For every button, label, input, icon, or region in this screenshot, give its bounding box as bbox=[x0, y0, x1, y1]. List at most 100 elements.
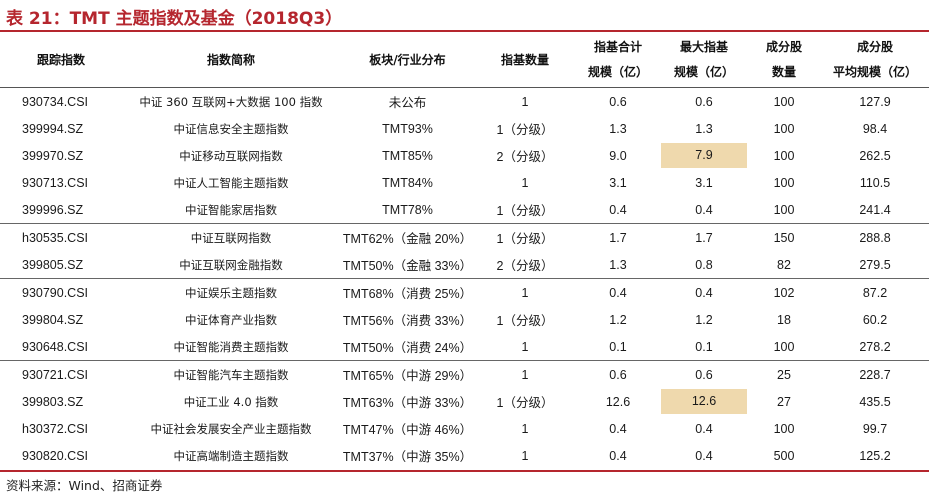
index-fund-table: 跟踪指数 指数简称 板块/行业分布 指基数量 指基合计 规模（亿） 最大指基 规模（… bbox=[0, 33, 929, 469]
cell-index-code: 930721.CSI bbox=[22, 367, 89, 382]
cell-sector: TMT56%（消费 33%） bbox=[342, 314, 473, 328]
cell-max-size: 0.4 bbox=[695, 285, 713, 300]
cell-max-size: 0.4 bbox=[661, 196, 747, 224]
cell-max-size: 0.4 bbox=[695, 421, 713, 436]
cell-sector: TMT62%（金融 20%） bbox=[342, 232, 473, 246]
cell-constituent-count: 25 bbox=[777, 367, 791, 382]
cell-max-size: 3.1 bbox=[695, 175, 713, 190]
cell-total-size: 1.3 bbox=[575, 251, 661, 279]
cell-max-size: 0.1 bbox=[661, 333, 747, 361]
cell-sector: TMT50%（金融 33%） bbox=[340, 251, 475, 279]
cell-total-size: 0.1 bbox=[575, 333, 661, 361]
cell-index-name: 中证体育产业指数 bbox=[185, 312, 277, 327]
cell-fund-count: 2（分级） bbox=[496, 150, 554, 164]
cell-constituent-count: 150 bbox=[773, 230, 795, 245]
cell-index-name: 中证智能消费主题指数 bbox=[122, 333, 340, 361]
cell-index-code: 399996.SZ bbox=[0, 196, 122, 224]
cell-avg-cap: 228.7 bbox=[859, 367, 891, 382]
cell-sector: TMT50%（消费 24%） bbox=[340, 333, 475, 361]
cell-index-name: 中证智能汽车主题指数 bbox=[173, 367, 289, 382]
cell-max-size: 0.6 bbox=[695, 367, 713, 382]
table-row: 399805.SZ 中证互联网金融指数 TMT50%（金融 33%） 2（分级） 1.3… bbox=[0, 251, 929, 279]
cell-max-size: 0.4 bbox=[695, 448, 713, 463]
cell-sector: TMT84% bbox=[382, 175, 433, 190]
cell-fund-count: 1 bbox=[521, 448, 529, 463]
cell-sector: TMT93% bbox=[382, 121, 433, 136]
table-row: 399803.SZ 中证工业 4.0 指数 TMT63%（中游 33%） 1（分级） 1… bbox=[0, 388, 929, 415]
cell-sector: TMT68%（消费 25%） bbox=[342, 287, 473, 301]
cell-index-code: 399804.SZ bbox=[22, 312, 84, 327]
cell-total-size: 0.4 bbox=[609, 448, 627, 463]
cell-index-code: 399803.SZ bbox=[22, 394, 84, 409]
cell-avg-cap: 110.5 bbox=[859, 175, 891, 190]
cell-index-name: 中证人工智能主题指数 bbox=[173, 175, 289, 190]
table-row: 930713.CSI 中证人工智能主题指数 TMT84% 1 3.1 3.1 100 110.… bbox=[0, 169, 929, 196]
cell-max-size: 1.7 bbox=[695, 230, 713, 245]
cell-index-name: 中证高端制造主题指数 bbox=[173, 448, 289, 463]
cell-index-name: 中证娱乐主题指数 bbox=[185, 285, 277, 300]
table-row: 930721.CSI 中证智能汽车主题指数 TMT65%（中游 29%） 1 0.6 0.… bbox=[0, 361, 929, 389]
cell-avg-cap: 241.4 bbox=[821, 196, 929, 224]
source-note: 资料来源：Wind、招商证券 bbox=[6, 478, 163, 493]
cell-avg-cap: 279.5 bbox=[821, 251, 929, 279]
header-constituent-count: 成分股 数量 bbox=[765, 40, 802, 79]
cell-max-size: 12.6 bbox=[661, 388, 747, 415]
cell-fund-count: 2（分级） bbox=[475, 251, 575, 279]
cell-avg-cap: 278.2 bbox=[821, 333, 929, 361]
cell-sector: TMT37%（中游 35%） bbox=[342, 450, 473, 464]
cell-total-size: 0.6 bbox=[609, 94, 627, 109]
cell-index-name: 中证信息安全主题指数 bbox=[173, 121, 289, 136]
cell-avg-cap: 288.8 bbox=[859, 230, 891, 245]
cell-total-size: 0.6 bbox=[609, 367, 627, 382]
table-row: 930820.CSI 中证高端制造主题指数 TMT37%（中游 35%） 1 0.4 0.… bbox=[0, 442, 929, 469]
header-name: 指数简称 bbox=[206, 52, 255, 67]
cell-constituent-count: 100 bbox=[773, 148, 795, 163]
cell-fund-count: 1（分级） bbox=[496, 123, 554, 137]
cell-fund-count: 1 bbox=[521, 175, 529, 190]
cell-fund-count: 1（分级） bbox=[496, 232, 554, 246]
table-row: 399996.SZ 中证智能家居指数 TMT78% 1（分级） 0.4 0.4 100 241… bbox=[0, 196, 929, 224]
highlighted-value: 7.9 bbox=[661, 143, 747, 168]
cell-total-size: 0.4 bbox=[609, 285, 627, 300]
cell-fund-count: 1 bbox=[521, 421, 529, 436]
cell-index-code: 930713.CSI bbox=[22, 175, 89, 190]
header-fund-count: 指基数量 bbox=[500, 52, 549, 67]
cell-avg-cap: 60.2 bbox=[862, 312, 888, 327]
table-row: 930734.CSI 中证 360 互联网+大数据 100 指数 未公布 1 0.6 0.… bbox=[0, 88, 929, 116]
cell-sector: TMT85% bbox=[382, 148, 433, 163]
cell-avg-cap: 262.5 bbox=[859, 148, 891, 163]
cell-avg-cap: 98.4 bbox=[862, 121, 888, 136]
cell-constituent-count: 18 bbox=[777, 312, 791, 327]
cell-constituent-count: 100 bbox=[773, 94, 795, 109]
cell-fund-count: 1 bbox=[521, 367, 529, 382]
cell-constituent-count: 27 bbox=[777, 394, 791, 409]
header-total-size: 指基合计 规模（亿） bbox=[587, 40, 648, 79]
cell-max-size: 0.8 bbox=[661, 251, 747, 279]
cell-constituent-count: 100 bbox=[747, 333, 821, 361]
cell-index-code: 930820.CSI bbox=[22, 448, 89, 463]
cell-total-size: 3.1 bbox=[609, 175, 627, 190]
table-body: 930734.CSI 中证 360 互联网+大数据 100 指数 未公布 1 0.6 0.… bbox=[0, 88, 929, 470]
cell-index-name: 中证互联网指数 bbox=[190, 230, 272, 245]
table-row: h30372.CSI 中证社会发展安全产业主题指数 TMT47%（中游 46%） 1 0… bbox=[0, 415, 929, 442]
cell-index-code: h30372.CSI bbox=[22, 421, 89, 436]
cell-index-name: 中证工业 4.0 指数 bbox=[183, 394, 279, 409]
cell-avg-cap: 125.2 bbox=[859, 448, 891, 463]
cell-total-size: 12.6 bbox=[605, 394, 631, 409]
top-rule bbox=[0, 30, 929, 32]
cell-sector: TMT47%（中游 46%） bbox=[342, 423, 473, 437]
cell-total-size: 9.0 bbox=[609, 148, 627, 163]
header-avg-cap: 成分股 平均规模（亿） bbox=[832, 40, 917, 79]
cell-avg-cap: 87.2 bbox=[862, 285, 888, 300]
cell-total-size: 0.4 bbox=[575, 196, 661, 224]
cell-index-code: 399994.SZ bbox=[22, 121, 84, 136]
table-row: 930790.CSI 中证娱乐主题指数 TMT68%（消费 25%） 1 0.4 0.4 1… bbox=[0, 279, 929, 307]
cell-constituent-count: 100 bbox=[773, 121, 795, 136]
cell-index-code: 930790.CSI bbox=[22, 285, 89, 300]
cell-fund-count: 1 bbox=[475, 333, 575, 361]
header-code: 跟踪指数 bbox=[36, 52, 85, 67]
cell-fund-count: 1 bbox=[521, 94, 529, 109]
table-row: h30535.CSI 中证互联网指数 TMT62%（金融 20%） 1（分级） 1.7 1… bbox=[0, 224, 929, 252]
header-sector: 板块/行业分布 bbox=[369, 52, 446, 67]
